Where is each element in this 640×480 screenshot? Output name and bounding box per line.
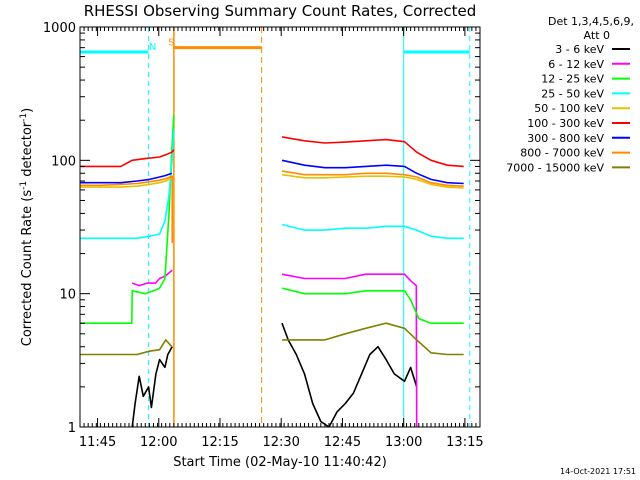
chart-title: RHESSI Observing Summary Count Rates, Co… [84,2,477,20]
series-2 [80,114,464,325]
series-7-segment-1 [281,170,464,187]
y-tick-label-3: 1000 [43,21,76,36]
timestamp: 14-Oct-2021 17:51 [560,467,636,476]
legend-label-6: 300 - 800 keV [527,132,604,145]
series-5-segment-0 [80,149,175,168]
x-tick-label-1: 12:00 [140,435,177,450]
x-tick-label-4: 12:45 [324,435,361,450]
legend-label-0: 3 - 6 keV [555,43,604,56]
series-7 [80,170,464,243]
series-1-segment-1 [281,273,418,427]
series-1-segment-0 [131,269,173,287]
series-0-segment-1 [281,322,418,427]
series-2-segment-0 [80,114,175,325]
x-tick-label-3: 12:30 [262,435,299,450]
series-4 [80,173,464,189]
legend-label-5: 100 - 300 keV [527,117,604,130]
y-axis: 1 10 100 1000 [43,21,480,436]
series-4-segment-1 [281,173,464,189]
series-2-segment-1 [281,287,464,325]
x-tick-label-0: 11:45 [79,435,116,450]
series-8-segment-0 [80,339,173,356]
series-5-segment-1 [281,136,464,168]
legend-label-1: 6 - 12 keV [548,58,604,71]
orbit-markers [80,27,471,427]
series-layer [80,114,464,427]
series-4-segment-0 [80,177,173,188]
annotation-s: S [168,38,174,49]
plot-frame [79,26,481,428]
series-8 [80,322,464,356]
annotation-n: N [149,42,156,53]
series-1 [131,269,418,427]
series-7-segment-0 [80,175,173,243]
series-6-segment-0 [80,172,173,184]
legend-header: Det 1,3,4,5,6,9, [548,15,634,28]
legend: Det 1,3,4,5,6,9, Att 0 3 - 6 keV 6 - 12 k… [506,15,634,174]
x-tick-label-2: 12:15 [201,435,238,450]
series-3-segment-1 [281,223,464,240]
x-tick-label-6: 13:15 [446,435,483,450]
legend-label-8: 7000 - 15000 keV [506,161,604,174]
series-5 [80,136,464,168]
series-8-segment-1 [282,322,464,356]
y-tick-label-1: 10 [59,288,76,303]
series-6-segment-1 [281,159,464,185]
legend-label-7: 800 - 7000 keV [520,147,604,160]
series-0-segment-0 [131,346,173,427]
series-0 [131,322,418,427]
x-axis: 11:45 12:00 12:15 12:30 12:45 13:00 13:15 [79,27,484,450]
y-axis-label: Corrected Count Rate (s-1 detector-1) [19,108,35,346]
series-6 [80,159,464,185]
legend-label-2: 12 - 25 keV [541,73,604,86]
legend-header-att: Att 0 [584,29,610,42]
x-axis-label: Start Time (02-May-10 11:40:42) [173,455,387,470]
legend-label-4: 50 - 100 keV [534,102,604,115]
x-tick-label-5: 13:00 [385,435,422,450]
y-tick-label-2: 100 [51,154,76,169]
y-tick-label-0: 1 [68,421,76,436]
legend-label-3: 25 - 50 keV [541,87,604,100]
